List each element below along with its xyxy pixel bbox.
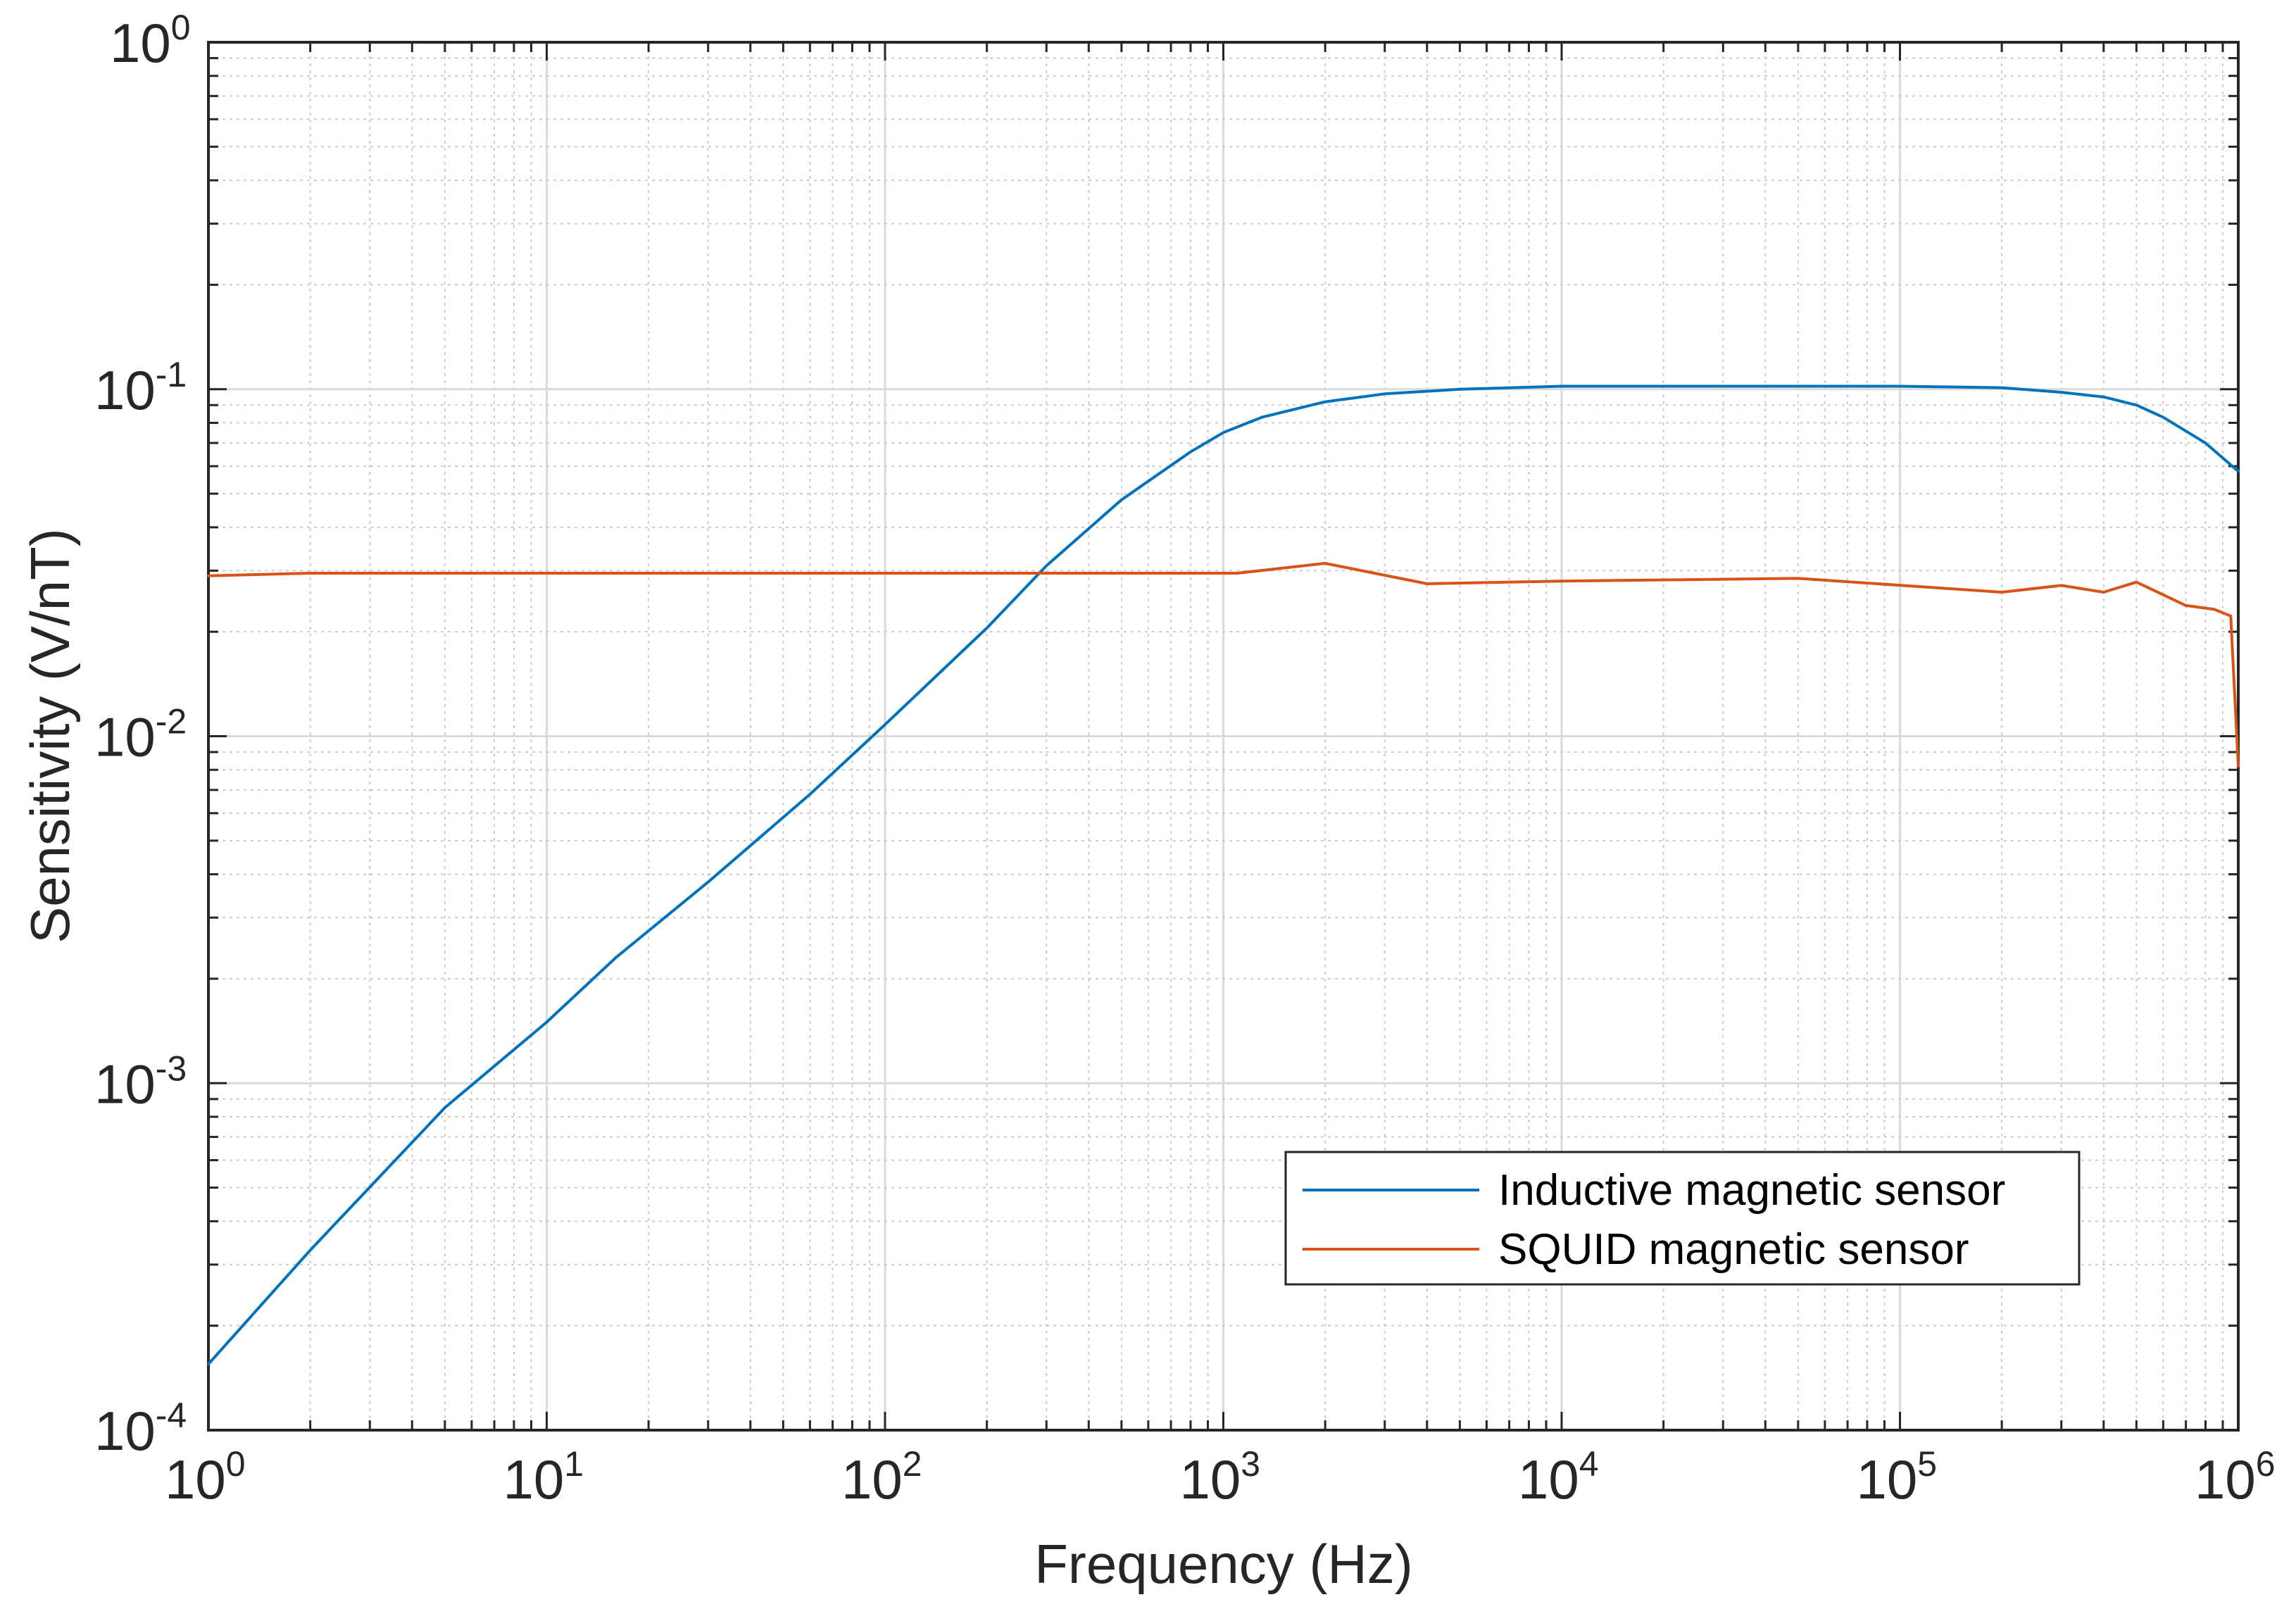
y-tick-label: 100 bbox=[110, 8, 191, 74]
x-tick-label: 102 bbox=[841, 1444, 922, 1510]
x-tick-label: 106 bbox=[2195, 1444, 2276, 1510]
x-tick-label: 100 bbox=[165, 1444, 246, 1510]
y-tick-label: 10-1 bbox=[94, 355, 187, 421]
x-tick-label: 101 bbox=[503, 1444, 584, 1510]
y-tick-label: 10-4 bbox=[94, 1396, 187, 1462]
y-tick-labels: 100 10-1 10-2 10-3 10-4 bbox=[94, 8, 191, 1462]
x-tick-label: 103 bbox=[1180, 1444, 1261, 1510]
legend-label-squid: SQUID magnetic sensor bbox=[1498, 1225, 1969, 1274]
x-tick-label: 105 bbox=[1857, 1444, 1938, 1510]
plot-frame bbox=[207, 41, 2240, 1432]
x-axis-title: Frequency (Hz) bbox=[1034, 1533, 1412, 1595]
legend: Inductive magnetic sensor SQUID magnetic… bbox=[1284, 1151, 2081, 1286]
series-lines bbox=[207, 384, 2240, 1366]
axis-ticks bbox=[208, 42, 2238, 1430]
y-tick-label: 10-2 bbox=[94, 702, 187, 768]
series-line-squid bbox=[207, 562, 2240, 768]
y-axis-title: Sensitivity (V/nT) bbox=[19, 528, 81, 943]
legend-label-inductive: Inductive magnetic sensor bbox=[1498, 1166, 2005, 1215]
x-tick-labels: 100 101 102 103 104 105 106 bbox=[165, 1444, 2276, 1510]
legend-box bbox=[1284, 1151, 2081, 1286]
x-tick-label: 104 bbox=[1518, 1444, 1599, 1510]
series-line-inductive bbox=[207, 384, 2240, 1366]
y-tick-label: 10-3 bbox=[94, 1048, 187, 1115]
